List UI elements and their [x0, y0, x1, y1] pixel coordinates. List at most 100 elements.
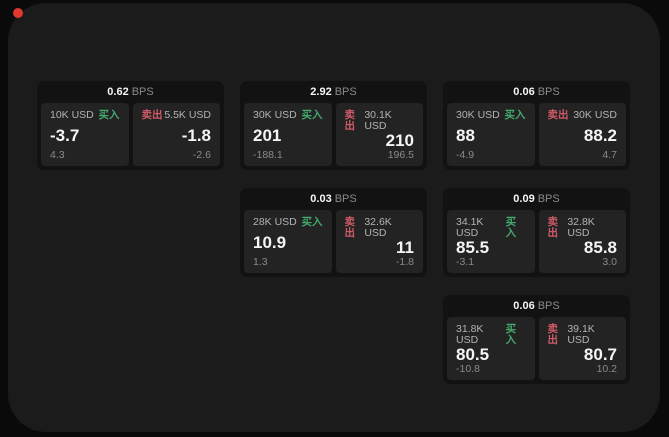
sell-panel[interactable]: 卖出 39.1K USD 80.7 10.2	[538, 317, 626, 380]
card-body: 28K USD 买入 10.9 1.3 卖出 32.6K USD 11 -1.8	[240, 210, 427, 277]
buy-label: 买入	[505, 323, 517, 346]
record-indicator-dot	[13, 8, 23, 18]
card-header: 0.03 BPS	[240, 188, 427, 210]
sell-amount: 30K USD	[573, 109, 617, 121]
buy-price: 10.9	[253, 232, 287, 252]
sell-amount: 39.1K USD	[567, 323, 595, 346]
bps-unit-label: BPS	[131, 86, 154, 98]
sell-panel[interactable]: 卖出 5.5K USD -1.8 -2.6	[132, 103, 220, 166]
cards-grid: 0.62 BPS 10K USD 买入 -3.7 4.3 卖出 5.5K USD…	[37, 81, 630, 384]
sell-panel-header: 卖出 30.1K USD	[345, 110, 415, 131]
buy-panel-header: 30K USD 买入	[253, 110, 323, 121]
buy-panel-header: 31.8K USD 买入	[456, 324, 526, 345]
buy-label: 买入	[301, 216, 323, 228]
bps-value: 0.06	[513, 86, 535, 98]
bps-unit-label: BPS	[537, 300, 560, 312]
card-header: 0.09 BPS	[443, 188, 630, 210]
buy-panel-header: 10K USD 买入	[50, 110, 120, 121]
quote-card: 0.09 BPS 34.1K USD 买入 85.5 -3.1 卖出 32.8K…	[443, 188, 630, 277]
sell-sub-value: 10.2	[596, 362, 617, 375]
sell-price: 88.2	[583, 125, 617, 145]
bps-unit-label: BPS	[334, 193, 357, 205]
buy-label: 买入	[98, 109, 120, 121]
buy-price: 80.5	[456, 344, 490, 364]
bps-unit-label: BPS	[537, 193, 560, 205]
bps-value: 2.92	[310, 86, 332, 98]
bps-value: 0.03	[310, 193, 332, 205]
buy-panel[interactable]: 30K USD 买入 201 -188.1	[244, 103, 332, 166]
sell-amount: 32.8K USD	[567, 216, 595, 239]
sell-label: 卖出	[547, 109, 569, 121]
buy-price: 201	[253, 125, 282, 145]
sell-label: 卖出	[141, 109, 163, 121]
quote-card: 0.06 BPS 30K USD 买入 88 -4.9 卖出 30K USD 8…	[443, 81, 630, 170]
sell-amount: 32.6K USD	[364, 216, 392, 239]
quote-card: 0.62 BPS 10K USD 买入 -3.7 4.3 卖出 5.5K USD…	[37, 81, 224, 170]
card-header: 0.06 BPS	[443, 295, 630, 317]
bps-value: 0.06	[513, 300, 535, 312]
buy-panel-header: 34.1K USD 买入	[456, 217, 526, 238]
buy-sub-value: -3.1	[456, 255, 475, 268]
sell-price: -1.8	[181, 125, 211, 145]
buy-panel[interactable]: 10K USD 买入 -3.7 4.3	[41, 103, 129, 166]
buy-panel[interactable]: 30K USD 买入 88 -4.9	[447, 103, 535, 166]
buy-sub-value: 1.3	[253, 255, 268, 268]
buy-amount: 34.1K USD	[456, 216, 484, 239]
buy-amount: 10K USD	[50, 109, 94, 121]
buy-panel-header: 28K USD 买入	[253, 217, 323, 228]
card-body: 31.8K USD 买入 80.5 -10.8 卖出 39.1K USD 80.…	[443, 317, 630, 384]
buy-price: 88	[456, 125, 475, 145]
sell-panel-header: 卖出 32.6K USD	[345, 217, 415, 238]
bps-value: 0.09	[513, 193, 535, 205]
buy-label: 买入	[505, 216, 517, 239]
bps-value: 0.62	[107, 86, 129, 98]
quote-card: 0.06 BPS 31.8K USD 买入 80.5 -10.8 卖出 39.1…	[443, 295, 630, 384]
sell-price: 210	[385, 130, 414, 150]
quote-card: 2.92 BPS 30K USD 买入 201 -188.1 卖出 30.1K …	[240, 81, 427, 170]
card-header: 0.62 BPS	[37, 81, 224, 103]
bps-unit-label: BPS	[537, 86, 560, 98]
card-body: 34.1K USD 买入 85.5 -3.1 卖出 32.8K USD 85.8…	[443, 210, 630, 277]
card-body: 10K USD 买入 -3.7 4.3 卖出 5.5K USD -1.8 -2.…	[37, 103, 224, 170]
buy-amount: 30K USD	[253, 109, 297, 121]
sell-panel-header: 卖出 39.1K USD	[548, 324, 618, 345]
sell-price: 11	[396, 237, 414, 257]
buy-sub-value: -10.8	[456, 362, 480, 375]
buy-sub-value: -188.1	[253, 148, 283, 161]
sell-panel[interactable]: 卖出 32.8K USD 85.8 3.0	[538, 210, 626, 273]
quote-card: 0.03 BPS 28K USD 买入 10.9 1.3 卖出 32.6K US…	[240, 188, 427, 277]
bps-unit-label: BPS	[334, 86, 357, 98]
sell-amount: 5.5K USD	[164, 109, 211, 121]
sell-sub-value: 3.0	[602, 255, 617, 268]
sell-panel[interactable]: 卖出 30K USD 88.2 4.7	[538, 103, 626, 166]
sell-sub-value: 4.7	[602, 148, 617, 161]
buy-amount: 30K USD	[456, 109, 500, 121]
sell-price: 85.8	[583, 237, 617, 257]
buy-label: 买入	[301, 109, 323, 121]
card-header: 2.92 BPS	[240, 81, 427, 103]
buy-panel[interactable]: 28K USD 买入 10.9 1.3	[244, 210, 332, 273]
sell-label: 卖出	[547, 323, 559, 346]
sell-sub-value: -2.6	[192, 148, 211, 161]
card-body: 30K USD 买入 201 -188.1 卖出 30.1K USD 210 1…	[240, 103, 427, 170]
sell-sub-value: -1.8	[395, 255, 414, 268]
sell-label: 卖出	[344, 216, 356, 239]
buy-panel-header: 30K USD 买入	[456, 110, 526, 121]
sell-panel[interactable]: 卖出 32.6K USD 11 -1.8	[335, 210, 423, 273]
buy-label: 买入	[504, 109, 526, 121]
sell-price: 80.7	[583, 344, 617, 364]
sell-panel-header: 卖出 32.8K USD	[548, 217, 618, 238]
buy-amount: 31.8K USD	[456, 323, 484, 346]
sell-label: 卖出	[344, 109, 356, 132]
buy-sub-value: -4.9	[456, 148, 475, 161]
card-body: 30K USD 买入 88 -4.9 卖出 30K USD 88.2 4.7	[443, 103, 630, 170]
sell-amount: 30.1K USD	[364, 109, 392, 132]
buy-panel[interactable]: 34.1K USD 买入 85.5 -3.1	[447, 210, 535, 273]
sell-panel-header: 卖出 5.5K USD	[142, 110, 212, 121]
buy-sub-value: 4.3	[50, 148, 65, 161]
buy-amount: 28K USD	[253, 216, 297, 228]
sell-panel[interactable]: 卖出 30.1K USD 210 196.5	[335, 103, 423, 166]
buy-panel[interactable]: 31.8K USD 买入 80.5 -10.8	[447, 317, 535, 380]
sell-sub-value: 196.5	[387, 148, 414, 161]
